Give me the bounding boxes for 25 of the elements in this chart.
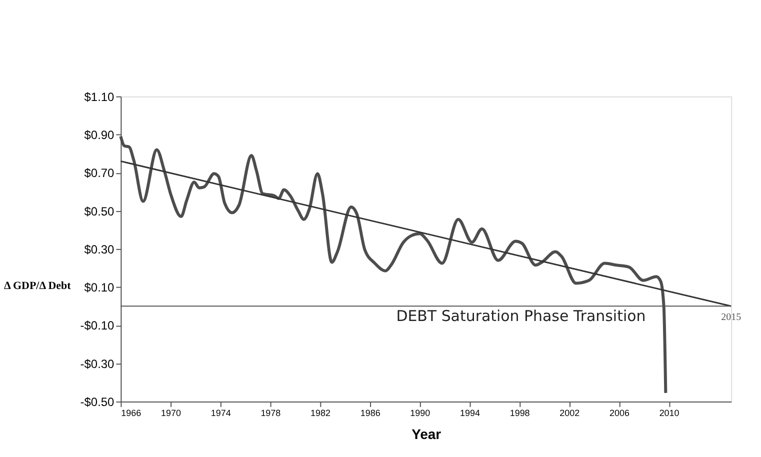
x-tick-label: 1974	[210, 408, 231, 418]
y-tick-label: -$0.50	[80, 395, 115, 410]
x-tick-label: 2006	[609, 408, 630, 418]
annotation: 2015	[721, 312, 742, 324]
y-tick-label: $0.50	[84, 204, 115, 218]
x-tick-label: 1990	[410, 408, 430, 418]
y-tick-label: $0.70	[84, 166, 115, 180]
x-tick-label: 1978	[260, 408, 281, 418]
y-tick-label: $0.10	[84, 280, 115, 295]
y-tick-label: $1.10	[84, 90, 115, 104]
x-tick-label: 1986	[360, 408, 380, 418]
x-tick-label: 1982	[310, 408, 330, 418]
x-tick-label: 2010	[659, 408, 680, 418]
y-tick-label: -$0.30	[80, 356, 115, 371]
y-tick-label: $0.90	[84, 128, 115, 142]
y-tick-label: -$0.10	[80, 318, 115, 333]
x-tick-label: 1998	[510, 408, 530, 418]
x-tick-label: 1994	[460, 408, 480, 418]
y-tick-label: $0.30	[84, 242, 115, 256]
x-tick-label: 1966	[121, 408, 142, 418]
y-axis-title: Δ GDP/Δ Debt	[4, 280, 72, 292]
x-axis-title: Year	[412, 426, 442, 442]
ref-line-label: DEBT Saturation Phase Transition	[396, 307, 646, 326]
x-tick-label: 1970	[161, 408, 181, 418]
x-tick-label: 2002	[560, 408, 580, 418]
